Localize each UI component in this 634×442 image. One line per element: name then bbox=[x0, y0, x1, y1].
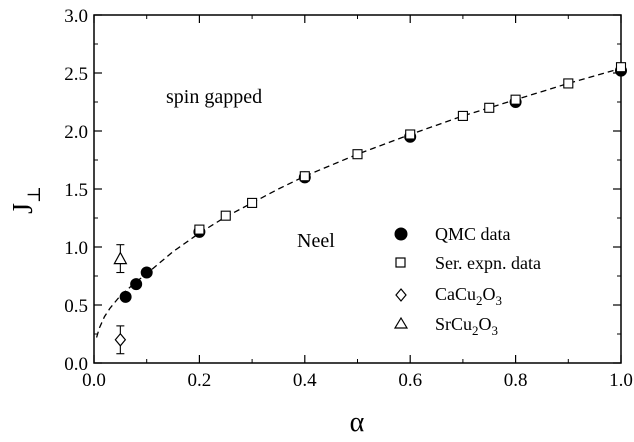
series-expansion-data-point bbox=[352, 149, 363, 160]
y-tick-label: 1.0 bbox=[64, 238, 88, 259]
series-expansion-data-point bbox=[220, 210, 231, 221]
axis-ticks: 0.0 0.2 0.4 0.6 0.8 1.0 0.0 0.5 1.0 1.5 2.0 2.5 3.0 bbox=[64, 6, 633, 391]
x-tick-label: 1.0 bbox=[609, 370, 633, 391]
x-tick-label: 0.8 bbox=[504, 370, 528, 391]
y-tick-label: 0.5 bbox=[64, 296, 88, 317]
legend: QMC data Ser. expn. data CaCu2O3 SrCu2O3 bbox=[393, 224, 541, 338]
x-tick-label: 0.4 bbox=[293, 370, 317, 391]
x-tick-label: 0.6 bbox=[398, 370, 422, 391]
x-tick-label: 0.2 bbox=[188, 370, 212, 391]
x-axis-label: α bbox=[350, 407, 365, 438]
qmc-data-point bbox=[119, 290, 132, 303]
legend-label-srcu2o3: SrCu2O3 bbox=[435, 314, 498, 338]
y-tick-label: 2.5 bbox=[64, 64, 88, 85]
y-axis-label: J⊥ bbox=[8, 186, 44, 214]
data-points-group bbox=[113, 62, 627, 355]
legend-marker-open-square bbox=[395, 257, 406, 268]
y-tick-label: 2.0 bbox=[64, 122, 88, 143]
annotation-neel: Neel bbox=[297, 230, 335, 252]
legend-marker-open-diamond bbox=[395, 288, 407, 302]
series-expansion-data-point bbox=[510, 94, 521, 105]
qmc-data-point bbox=[140, 266, 153, 279]
y-tick-label: 3.0 bbox=[64, 6, 88, 27]
legend-label-series-expansion: Ser. expn. data bbox=[435, 253, 541, 273]
annotation-spin-gapped: spin gapped bbox=[166, 86, 262, 108]
y-tick-label: 0.0 bbox=[64, 354, 88, 375]
legend-item-qmc: QMC data bbox=[394, 224, 511, 244]
series-expansion-data-point bbox=[615, 62, 627, 73]
legend-marker-open-triangle bbox=[393, 316, 409, 329]
legend-item-series-expansion: Ser. expn. data bbox=[395, 253, 541, 273]
fit-curve-group bbox=[95, 67, 622, 338]
series-expansion-data-point bbox=[194, 224, 205, 235]
series-expansion-data-point bbox=[405, 129, 416, 140]
legend-item-cacu2o3: CaCu2O3 bbox=[395, 284, 502, 308]
x-tick-label: 0.0 bbox=[82, 370, 106, 391]
series-expansion-data-point bbox=[247, 197, 258, 208]
srcu2o3-data-point bbox=[113, 251, 128, 265]
series-expansion-data-point bbox=[457, 110, 468, 121]
legend-marker-filled-circle bbox=[394, 227, 408, 241]
legend-item-srcu2o3: SrCu2O3 bbox=[393, 314, 498, 338]
plot-frame bbox=[93, 14, 622, 364]
y-tick-label: 1.5 bbox=[64, 180, 88, 201]
legend-label-cacu2o3: CaCu2O3 bbox=[435, 284, 502, 308]
qmc-data-point bbox=[130, 278, 143, 291]
cacu2o3-data-point bbox=[114, 332, 127, 347]
series-expansion-data-point bbox=[484, 102, 495, 113]
series-expansion-data-point bbox=[563, 78, 574, 89]
series-expansion-data-point bbox=[299, 171, 310, 182]
legend-label-qmc: QMC data bbox=[435, 224, 511, 244]
fit-curve-dashed bbox=[95, 67, 622, 338]
